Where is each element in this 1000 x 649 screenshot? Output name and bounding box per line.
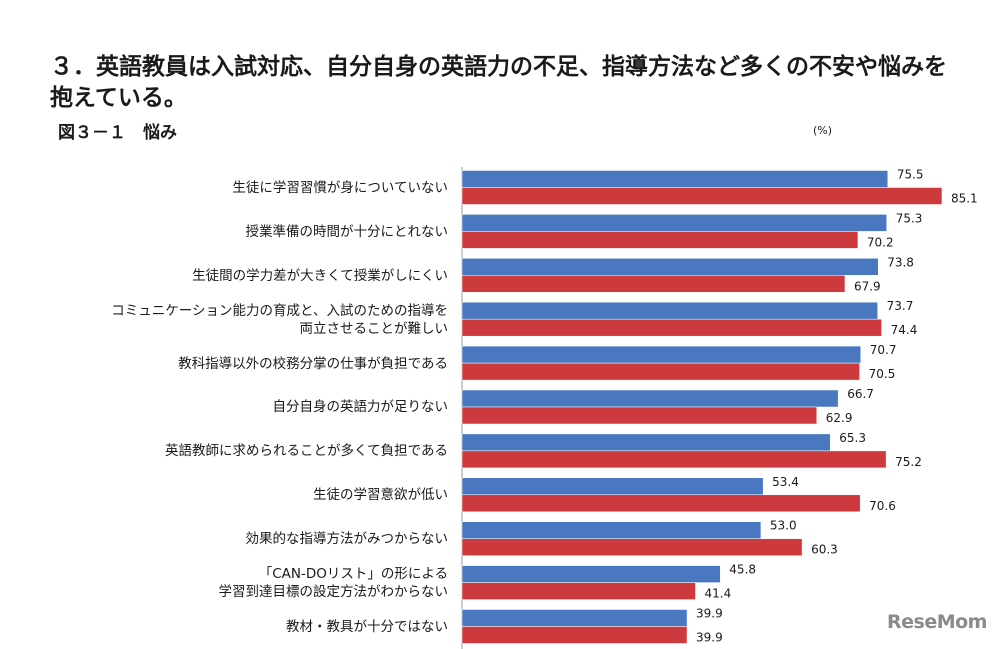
value-label-s2-3: 74.4 bbox=[891, 323, 918, 337]
category-label-line: 生徒に学習習慣が身についていない bbox=[232, 179, 448, 196]
bar-s1-4 bbox=[461, 345, 861, 364]
value-label-s1-3: 73.7 bbox=[887, 299, 914, 313]
category-label: 自分自身の英語力が足りない bbox=[28, 398, 449, 416]
bar-s1-8 bbox=[461, 521, 762, 539]
value-label-s2-2: 67.9 bbox=[854, 279, 881, 293]
bar-s1-2 bbox=[461, 258, 879, 276]
resemom-logo: ReseMom bbox=[887, 611, 987, 633]
value-label-s1-1: 75.3 bbox=[896, 211, 923, 225]
category-label: 生徒の学習意欲が低い bbox=[28, 486, 448, 504]
category-label-line: 英語教師に求められることが多くて負担である bbox=[165, 443, 448, 460]
bar-s2-2 bbox=[461, 275, 846, 293]
category-label-line: 教科指導以外の校務分掌の仕事が負担である bbox=[178, 355, 448, 372]
bar-s1-6 bbox=[461, 433, 831, 452]
value-label-s1-2: 73.8 bbox=[887, 255, 914, 269]
page-heading: ３．英語教員は入試対応、自分自身の英語力の不足、指導方法など多くの不安や悩みを抱… bbox=[50, 54, 947, 111]
value-label-s2-9: 41.4 bbox=[704, 587, 731, 601]
bar-s1-1 bbox=[461, 214, 887, 232]
value-label-s2-4: 70.5 bbox=[869, 367, 896, 381]
category-label-line: 授業準備の時間が十分にとれない bbox=[245, 223, 449, 240]
bar-s1-7 bbox=[461, 477, 764, 496]
bar-s2-6 bbox=[461, 450, 887, 469]
value-label-s1-6: 65.3 bbox=[839, 431, 866, 445]
bar-s1-10 bbox=[461, 609, 688, 627]
value-label-s2-1: 70.2 bbox=[867, 235, 894, 249]
bar-s1-9 bbox=[461, 565, 721, 583]
value-label-s1-0: 75.5 bbox=[897, 168, 924, 182]
bar-s2-3 bbox=[461, 318, 882, 337]
bar-s2-9 bbox=[461, 582, 696, 600]
value-label-s1-9: 45.8 bbox=[729, 563, 756, 577]
value-label-s2-7: 70.6 bbox=[869, 499, 896, 513]
unit-label: (%) bbox=[813, 124, 833, 137]
value-label-s1-7: 53.4 bbox=[772, 475, 799, 489]
category-label: 教科指導以外の校務分掌の仕事が負担である bbox=[28, 355, 448, 373]
value-label-s1-5: 66.7 bbox=[847, 387, 874, 401]
bar-s1-0 bbox=[461, 170, 889, 188]
category-label: 授業準備の時間が十分にとれない bbox=[28, 223, 449, 241]
category-label-line: 学習到達目標の設定方法がわからない bbox=[218, 584, 449, 601]
category-label: 生徒に学習習慣が身についていない bbox=[28, 179, 448, 197]
category-label-line: 両立させることが難しい bbox=[299, 320, 449, 337]
category-label-line: 自分自身の英語力が足りない bbox=[272, 399, 449, 416]
value-label-s1-4: 70.7 bbox=[870, 343, 897, 357]
category-label: 「CAN-DOリスト」の形による 学習到達目標の設定方法がわからない bbox=[28, 565, 449, 601]
category-label: コミュニケーション能力の育成と、入試のための指導を 両立させることが難しい bbox=[28, 302, 448, 338]
category-label: 教材・教具が十分ではない bbox=[28, 618, 448, 636]
value-label-s2-0: 85.1 bbox=[951, 192, 978, 206]
category-label-line: 「CAN-DOリスト」の形による bbox=[258, 566, 448, 583]
bar-s2-7 bbox=[461, 494, 861, 513]
value-label-s2-5: 62.9 bbox=[826, 411, 853, 425]
bar-s1-3 bbox=[461, 301, 878, 320]
category-label-line: コミュニケーション能力の育成と、入試のための指導を bbox=[111, 302, 448, 319]
category-label-line: 生徒の学習意欲が低い bbox=[313, 487, 448, 504]
category-label-line: 教材・教具が十分ではない bbox=[286, 618, 448, 635]
value-label-s2-10: 39.9 bbox=[696, 631, 723, 645]
category-label: 効果的な指導方法がみつからない bbox=[28, 530, 449, 548]
value-label-s2-8: 60.3 bbox=[811, 543, 838, 557]
value-label-s2-6: 75.2 bbox=[895, 455, 922, 469]
category-label: 英語教師に求められることが多くて負担である bbox=[28, 442, 448, 460]
bar-s2-1 bbox=[461, 231, 859, 249]
bar-s1-5 bbox=[461, 389, 839, 408]
figure-label: 図３－１ 悩み bbox=[58, 123, 177, 143]
bar-s2-10 bbox=[461, 626, 688, 644]
value-label-s1-8: 53.0 bbox=[770, 519, 797, 533]
value-label-s1-10: 39.9 bbox=[696, 607, 723, 621]
category-label-line: 効果的な指導方法がみつからない bbox=[245, 531, 449, 548]
bar-s2-8 bbox=[461, 538, 803, 556]
category-label: 生徒間の学力差が大きくて授業がしにくい bbox=[28, 267, 448, 285]
category-label-line: 生徒間の学力差が大きくて授業がしにくい bbox=[192, 267, 448, 284]
bar-s2-0 bbox=[461, 187, 943, 205]
bar-s2-4 bbox=[461, 362, 860, 381]
bar-s2-5 bbox=[461, 406, 818, 425]
